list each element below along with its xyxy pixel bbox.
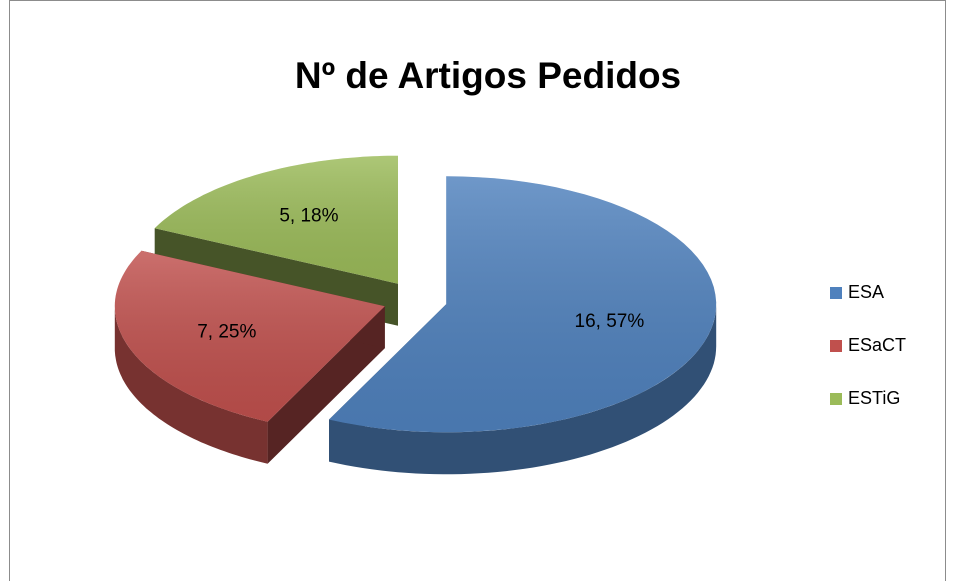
pie xyxy=(114,155,717,475)
data-label: 5, 18% xyxy=(279,206,338,227)
legend-swatch xyxy=(830,287,842,299)
slice-side xyxy=(329,304,717,475)
data-label: 16, 57% xyxy=(575,311,645,332)
slice-shine xyxy=(114,250,385,422)
slice-side xyxy=(114,306,268,464)
legend-label: ESTiG xyxy=(848,388,900,408)
slice-shine xyxy=(329,176,717,433)
slice-wall xyxy=(267,306,385,464)
chart-title: Nº de Artigos Pedidos xyxy=(295,55,681,96)
slice-shine xyxy=(154,155,398,284)
legend-swatch xyxy=(830,340,842,352)
legend-label: ESaCT xyxy=(848,335,906,355)
legend-label: ESA xyxy=(848,282,884,302)
legend-swatch xyxy=(830,393,842,405)
data-label: 7, 25% xyxy=(197,322,256,343)
